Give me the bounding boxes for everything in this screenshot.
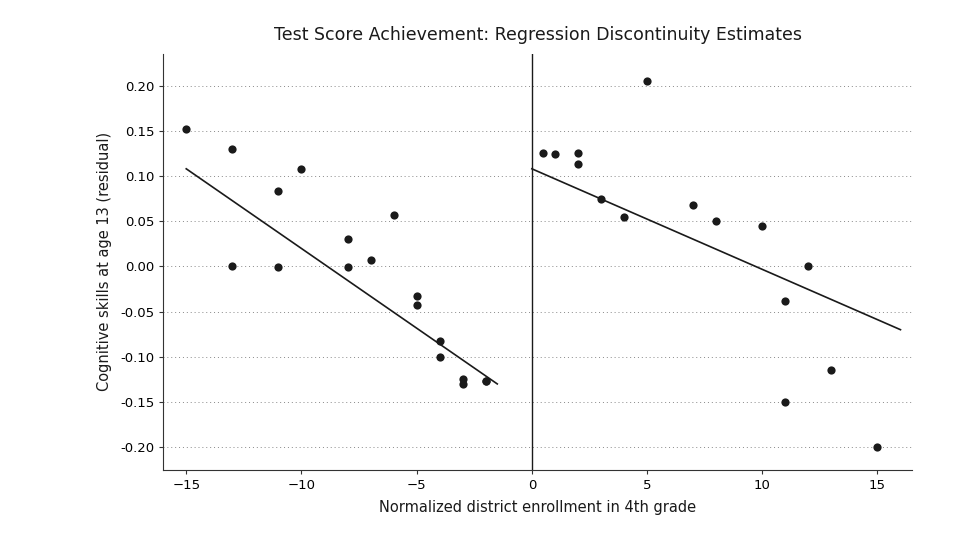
- Point: [570, 160, 586, 168]
- Point: [294, 165, 309, 173]
- Point: [432, 353, 447, 361]
- Point: [685, 201, 701, 210]
- Point: [478, 377, 493, 386]
- Point: [340, 235, 355, 244]
- Point: [708, 217, 724, 226]
- Point: [271, 187, 286, 195]
- Point: [870, 443, 885, 451]
- Point: [409, 292, 424, 301]
- Point: [593, 194, 609, 203]
- Point: [616, 212, 632, 221]
- Point: [455, 380, 470, 388]
- Point: [179, 125, 194, 133]
- Point: [271, 263, 286, 272]
- Y-axis label: Cognitive skills at age 13 (residual): Cognitive skills at age 13 (residual): [97, 132, 111, 392]
- X-axis label: Normalized district enrollment in 4th grade: Normalized district enrollment in 4th gr…: [379, 500, 696, 515]
- Point: [225, 145, 240, 153]
- Point: [386, 211, 401, 219]
- Point: [478, 377, 493, 386]
- Point: [536, 149, 551, 158]
- Point: [409, 301, 424, 309]
- Point: [455, 375, 470, 384]
- Point: [225, 261, 240, 270]
- Point: [778, 296, 793, 305]
- Point: [363, 256, 378, 265]
- Title: Test Score Achievement: Regression Discontinuity Estimates: Test Score Achievement: Regression Disco…: [274, 26, 802, 44]
- Point: [778, 397, 793, 406]
- Point: [570, 149, 586, 158]
- Point: [432, 336, 447, 345]
- Point: [340, 263, 355, 272]
- Point: [639, 77, 655, 85]
- Point: [824, 366, 839, 375]
- Point: [801, 262, 816, 271]
- Point: [547, 150, 563, 159]
- Point: [755, 221, 770, 230]
